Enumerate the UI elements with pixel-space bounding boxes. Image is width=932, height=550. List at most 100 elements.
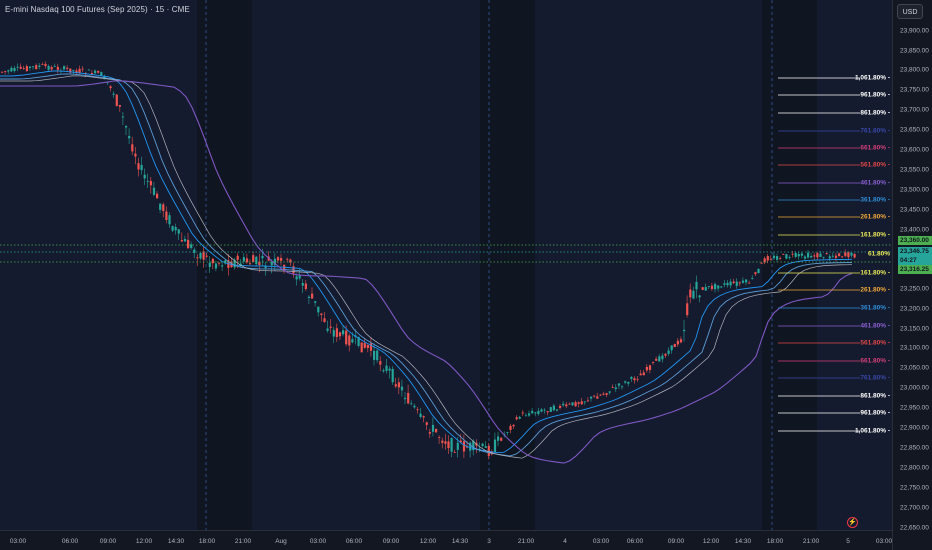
candle-body [289, 259, 292, 263]
candle-body [255, 256, 258, 265]
time-tick-label: 03:00 [309, 538, 327, 545]
candle-body [515, 417, 518, 420]
candle-body [174, 227, 177, 231]
candle-body [317, 306, 320, 313]
candle-body [813, 255, 816, 257]
candle-body [453, 452, 456, 453]
candle-body [720, 286, 723, 288]
candle-body [44, 63, 47, 67]
candle-body [797, 254, 800, 257]
currency-button[interactable]: USD [897, 4, 923, 19]
candle-body [416, 409, 419, 411]
candle-body [162, 204, 165, 212]
candle-body [540, 409, 543, 412]
candle-body [686, 303, 689, 316]
candle-body [788, 257, 791, 258]
price-tick-label: 23,450.00 [900, 206, 929, 214]
candle-body [211, 258, 214, 264]
candle-body [577, 402, 580, 404]
candle-body [487, 445, 490, 456]
lightning-icon[interactable]: ⚡ [847, 517, 858, 528]
candle-body [13, 67, 16, 72]
candle-body [422, 416, 425, 418]
fib-level-label: 361.80% - [860, 196, 890, 204]
candle-body [16, 66, 19, 68]
candle-body [438, 437, 441, 438]
candle-body [183, 238, 187, 242]
candle-body [360, 342, 363, 353]
candle-body [435, 428, 438, 433]
candle-body [345, 330, 348, 345]
candle-body [850, 252, 853, 256]
candle-body [428, 432, 431, 434]
time-tick-label: 03:00 [9, 538, 27, 545]
candle-body [385, 365, 388, 371]
candle-body [484, 446, 487, 448]
candle-body [187, 239, 190, 249]
candle-body [311, 293, 314, 299]
fib-level-label: 961.80% - [860, 409, 890, 417]
candle-body [552, 405, 555, 411]
candle-body [242, 257, 245, 262]
candle-body [807, 252, 810, 258]
candle-body [32, 66, 35, 68]
candle-body [735, 281, 738, 286]
candle-body [493, 439, 497, 453]
candle-body [276, 257, 280, 261]
candle-body [602, 393, 605, 395]
candle-body [168, 215, 171, 225]
candle-body [332, 330, 335, 337]
candle-body [754, 272, 757, 275]
chart-plot-area[interactable]: E-mini Nasdaq 100 Futures (Sep 2025) · 1… [0, 0, 892, 530]
candle-body [472, 440, 475, 451]
candle-body [140, 164, 143, 171]
candle-body [180, 239, 183, 242]
candle-body [100, 72, 103, 77]
candle-body [326, 328, 329, 331]
time-axis[interactable] [0, 530, 892, 550]
time-tick-label: Aug [275, 538, 287, 545]
candle-body [664, 353, 667, 356]
candle-body [283, 264, 286, 271]
candle-body [760, 262, 763, 264]
candle-body [323, 318, 326, 323]
time-tick-label: 4 [563, 538, 567, 545]
price-tick-label: 23,000.00 [900, 384, 929, 392]
candle-body [791, 253, 794, 255]
candle-body [394, 384, 397, 387]
candle-body [624, 381, 627, 383]
candle-body [819, 253, 822, 258]
candle-body [78, 68, 81, 73]
candle-body [369, 343, 373, 351]
symbol-title[interactable]: E-mini Nasdaq 100 Futures (Sep 2025) · 1… [5, 5, 190, 14]
candle-body [137, 163, 140, 170]
candle-body [400, 386, 404, 391]
candle-body [63, 66, 66, 70]
candle-body [785, 254, 788, 259]
candle-body [710, 285, 714, 289]
candle-body [617, 383, 621, 386]
candle-body [751, 278, 754, 279]
candle-body [844, 252, 847, 256]
candle-body [245, 258, 249, 263]
price-chart[interactable] [0, 0, 892, 530]
price-axis[interactable] [892, 0, 932, 550]
candle-body [521, 412, 524, 414]
candle-body [726, 282, 729, 286]
price-tick-label: 23,250.00 [900, 285, 929, 293]
candle-body [574, 402, 577, 407]
candle-body [810, 255, 813, 258]
candle-body [512, 424, 515, 427]
candle-body [159, 203, 162, 210]
ma-mid-line [0, 73, 853, 457]
candle-body [391, 368, 394, 383]
candle-body [546, 411, 549, 413]
fib-level-label: 661.80% - [860, 144, 890, 152]
price-tick-label: 23,100.00 [900, 344, 929, 352]
fib-level-label: 461.80% - [860, 322, 890, 330]
price-label-high: 23,360.00 [898, 236, 932, 245]
candle-body [509, 426, 512, 430]
candle-body [562, 403, 565, 406]
candle-body [729, 281, 732, 286]
price-tick-label: 23,700.00 [900, 106, 929, 114]
